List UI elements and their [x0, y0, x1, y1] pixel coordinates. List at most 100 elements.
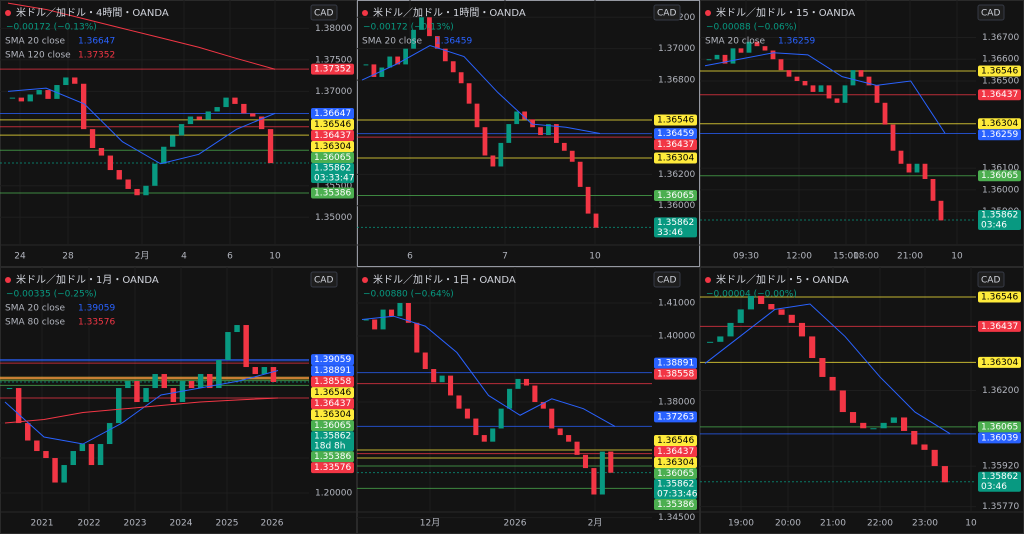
sma-line [7, 87, 276, 165]
price-tag [654, 468, 697, 479]
x-tick-label: 4 [181, 252, 187, 262]
candle [464, 408, 470, 419]
candle [54, 85, 60, 99]
currency-button[interactable] [653, 271, 681, 288]
indicator-name[interactable]: SMA 20 close [362, 37, 422, 47]
price-tag [654, 152, 697, 164]
x-tick-label: 2月 [588, 518, 603, 529]
candle [507, 388, 513, 409]
price-tag [978, 471, 1021, 492]
price-tag-label: 1.36437 [981, 322, 1018, 332]
price-tag-label: 1.36304 [657, 153, 694, 163]
candle [569, 150, 575, 162]
x-tick-label: 28 [62, 252, 74, 262]
price-tag-label: 1.36437 [314, 399, 351, 409]
currency-label: CAD [657, 276, 676, 286]
candle [225, 332, 231, 361]
sma-line [4, 370, 279, 445]
price-tag [311, 108, 354, 120]
indicator-name[interactable]: SMA 20 close [705, 37, 765, 47]
candle [870, 428, 877, 430]
panel-frame[interactable] [0, 0, 357, 267]
candle [188, 381, 195, 389]
candle [810, 85, 816, 92]
x-tick-label: 10 [589, 252, 601, 262]
countdown-label: 33:46 [657, 228, 683, 238]
candle [577, 161, 583, 187]
candle [196, 116, 203, 120]
y-tick-label: 1.36500 [982, 77, 1019, 87]
price-tag-label: 1.36039 [981, 433, 1018, 443]
indicator-name[interactable]: SMA 80 close [5, 318, 65, 328]
price-tag [654, 368, 697, 380]
y-tick-label: 1.36000 [658, 201, 695, 211]
price-tag [311, 409, 354, 421]
x-tick-label: 19:00 [728, 519, 754, 529]
candle [829, 376, 836, 391]
countdown-label: 18d 8h [314, 442, 345, 452]
x-tick-label: 6 [407, 252, 413, 262]
symbol-title[interactable]: 米ドル／加ドル・1日・OANDA [373, 273, 516, 286]
candle [395, 56, 401, 65]
candle [938, 200, 944, 221]
candle [387, 56, 393, 68]
candle [25, 423, 31, 441]
price-tag [311, 130, 354, 142]
x-tick-label: 18:00 [853, 252, 879, 262]
candle [738, 48, 744, 53]
price-tag-label: 1.36546 [981, 66, 1018, 76]
indicator-name[interactable]: SMA 20 close [5, 37, 65, 47]
price-tag [978, 432, 1021, 444]
symbol-title[interactable]: 米ドル／加ドル・15・OANDA [716, 6, 855, 19]
price-tag-label: 1.35386 [657, 500, 694, 510]
currency-button[interactable] [977, 4, 1005, 21]
currency-button[interactable] [653, 4, 681, 21]
price-tag-label: 1.36437 [657, 140, 694, 150]
candle [70, 451, 76, 466]
y-tick-label: 1.41000 [658, 298, 695, 308]
candle [786, 70, 792, 77]
countdown-label: 03:33:47 [314, 174, 354, 184]
indicator-value: 1.36259 [778, 37, 815, 47]
indicator-name[interactable]: SMA 20 close [5, 304, 65, 314]
currency-button[interactable] [977, 271, 1005, 288]
candle [922, 163, 928, 180]
x-tick-label: 20:00 [775, 519, 801, 529]
price-tag [311, 63, 354, 75]
price-tag-label: 1.36546 [981, 292, 1018, 302]
candle [839, 390, 846, 413]
price-tag-label: 1.36437 [657, 447, 694, 457]
candle [9, 97, 16, 99]
candle [161, 374, 167, 389]
currency-button[interactable] [310, 4, 338, 21]
candle [608, 451, 614, 473]
symbol-title[interactable]: 米ドル／加ドル・5・OANDA [716, 273, 849, 286]
symbol-title[interactable]: 米ドル／加ドル・1月・OANDA [16, 273, 159, 286]
x-tick-label: 23:00 [912, 519, 938, 529]
symbol-title[interactable]: 米ドル／加ドル・1時間・OANDA [373, 6, 526, 19]
candle [778, 59, 784, 71]
candle [448, 375, 454, 396]
candle [270, 367, 277, 383]
candle [80, 83, 87, 130]
candle [143, 388, 149, 403]
candle [490, 155, 496, 167]
price-tag-label: 1.35862 [314, 432, 351, 442]
price-tag-label: 1.36065 [657, 191, 694, 201]
x-tick-label: 2023 [124, 519, 147, 529]
candle [561, 142, 567, 151]
currency-label: CAD [314, 276, 333, 286]
indicator-name[interactable]: SMA 120 close [5, 51, 71, 61]
candle [397, 302, 403, 317]
currency-button[interactable] [310, 271, 338, 288]
price-tag [978, 209, 1021, 230]
candle [482, 127, 488, 156]
price-tag [311, 354, 354, 366]
price-tag-label: 1.36459 [657, 129, 694, 139]
candle [411, 29, 416, 49]
change-label: −0.00335 (−0.25%) [6, 290, 97, 300]
candle [557, 428, 563, 436]
symbol-title[interactable]: 米ドル／加ドル・4時間・OANDA [16, 6, 169, 19]
candle [125, 179, 131, 189]
price-tag [311, 398, 354, 410]
